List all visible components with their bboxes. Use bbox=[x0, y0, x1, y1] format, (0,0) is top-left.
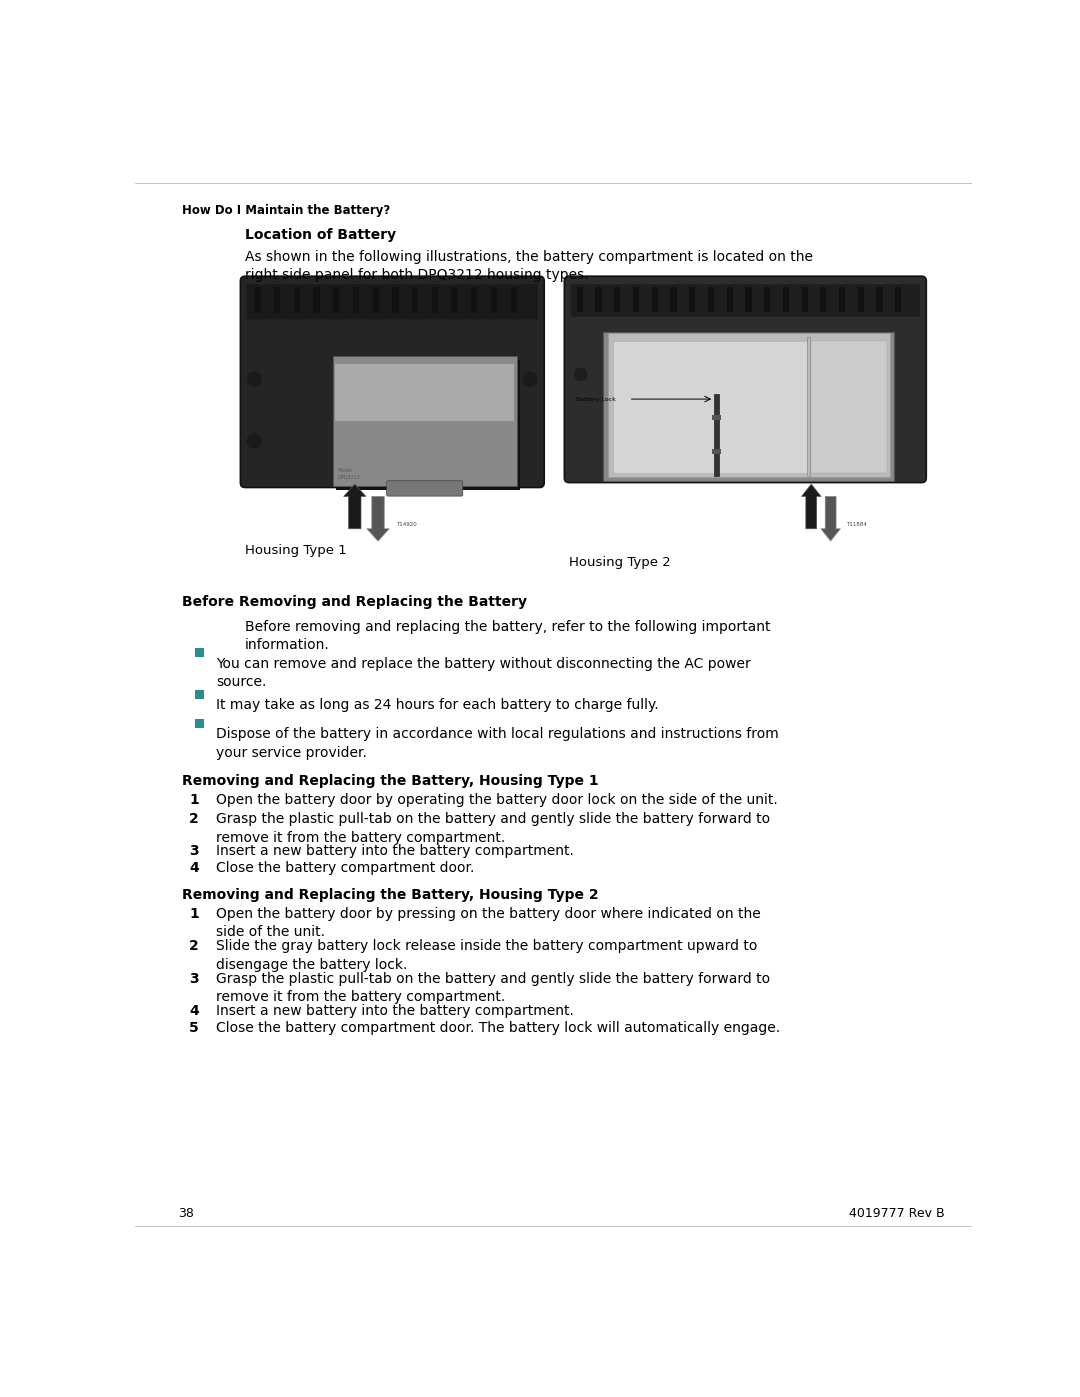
Bar bbox=[745, 286, 752, 312]
Bar bbox=[274, 286, 280, 313]
Text: Grasp the plastic pull-tab on the battery and gently slide the battery forward t: Grasp the plastic pull-tab on the batter… bbox=[216, 971, 770, 1004]
Bar bbox=[432, 286, 437, 313]
FancyBboxPatch shape bbox=[246, 284, 538, 320]
Bar bbox=[707, 286, 714, 312]
Text: 4: 4 bbox=[189, 862, 199, 876]
Text: 1: 1 bbox=[189, 907, 199, 921]
Text: Slide the gray battery lock release inside the battery compartment upward to
dis: Slide the gray battery lock release insi… bbox=[216, 939, 758, 971]
Text: It may take as long as 24 hours for each battery to charge fully.: It may take as long as 24 hours for each… bbox=[216, 698, 659, 712]
Bar bbox=[411, 286, 418, 313]
FancyArrow shape bbox=[343, 485, 366, 529]
Text: Housing Type 2: Housing Type 2 bbox=[569, 556, 671, 570]
Text: Insert a new battery into the battery compartment.: Insert a new battery into the battery co… bbox=[216, 1004, 575, 1018]
Bar bbox=[333, 286, 339, 313]
FancyBboxPatch shape bbox=[604, 332, 894, 481]
Bar bbox=[195, 648, 204, 657]
Text: Close the battery compartment door.: Close the battery compartment door. bbox=[216, 862, 475, 876]
FancyBboxPatch shape bbox=[565, 277, 927, 482]
Text: Removing and Replacing the Battery, Housing Type 2: Removing and Replacing the Battery, Hous… bbox=[181, 887, 598, 901]
Text: Location of Battery: Location of Battery bbox=[245, 229, 396, 243]
Bar bbox=[490, 286, 497, 313]
Bar bbox=[727, 286, 733, 312]
Circle shape bbox=[247, 373, 261, 387]
Bar bbox=[451, 286, 458, 313]
Text: How Do I Maintain the Battery?: How Do I Maintain the Battery? bbox=[181, 204, 390, 217]
Circle shape bbox=[524, 373, 537, 387]
Bar bbox=[839, 286, 846, 312]
FancyArrow shape bbox=[821, 496, 840, 541]
Circle shape bbox=[247, 434, 261, 448]
Bar bbox=[807, 337, 810, 476]
Bar bbox=[689, 286, 696, 312]
Bar bbox=[294, 286, 300, 313]
Text: 38: 38 bbox=[177, 1207, 193, 1220]
Text: Dispose of the battery in accordance with local regulations and instructions fro: Dispose of the battery in accordance wit… bbox=[216, 728, 779, 760]
FancyArrow shape bbox=[801, 485, 821, 529]
Bar bbox=[764, 286, 770, 312]
Bar bbox=[255, 286, 260, 313]
Text: T11884: T11884 bbox=[846, 522, 867, 528]
Bar bbox=[783, 286, 789, 312]
Text: 2: 2 bbox=[189, 812, 199, 826]
Bar bbox=[373, 286, 379, 313]
Text: Open the battery door by pressing on the battery door where indicated on the
sid: Open the battery door by pressing on the… bbox=[216, 907, 761, 939]
FancyBboxPatch shape bbox=[811, 341, 888, 474]
Text: 3: 3 bbox=[189, 971, 199, 985]
Bar bbox=[712, 448, 721, 454]
Bar bbox=[615, 286, 620, 312]
Text: Open the battery door by operating the battery door lock on the side of the unit: Open the battery door by operating the b… bbox=[216, 793, 778, 807]
FancyBboxPatch shape bbox=[570, 284, 920, 317]
Text: As shown in the following illustrations, the battery compartment is located on t: As shown in the following illustrations,… bbox=[245, 250, 813, 282]
Circle shape bbox=[575, 369, 586, 380]
Bar bbox=[671, 286, 676, 312]
Text: Model
DPQ3212: Model DPQ3212 bbox=[337, 468, 360, 479]
Text: Before removing and replacing the battery, refer to the following important
info: Before removing and replacing the batter… bbox=[245, 620, 770, 652]
Bar bbox=[820, 286, 826, 312]
FancyBboxPatch shape bbox=[241, 277, 544, 488]
Text: Removing and Replacing the Battery, Housing Type 1: Removing and Replacing the Battery, Hous… bbox=[181, 774, 598, 788]
FancyBboxPatch shape bbox=[612, 341, 885, 474]
Text: 3: 3 bbox=[189, 844, 199, 859]
Text: 5: 5 bbox=[189, 1021, 199, 1035]
FancyBboxPatch shape bbox=[335, 363, 514, 422]
Text: Grasp the plastic pull-tab on the battery and gently slide the battery forward t: Grasp the plastic pull-tab on the batter… bbox=[216, 812, 770, 845]
Text: 4: 4 bbox=[189, 1004, 199, 1018]
Bar bbox=[858, 286, 864, 312]
FancyArrow shape bbox=[367, 496, 389, 541]
FancyBboxPatch shape bbox=[608, 334, 890, 476]
Text: Before Removing and Replacing the Battery: Before Removing and Replacing the Batter… bbox=[181, 595, 527, 609]
Bar bbox=[195, 719, 204, 728]
Bar bbox=[595, 286, 602, 312]
Bar bbox=[714, 394, 719, 476]
Bar bbox=[471, 286, 477, 313]
Bar bbox=[353, 286, 359, 313]
Text: Battery Lock: Battery Lock bbox=[576, 397, 616, 401]
Text: 2: 2 bbox=[189, 939, 199, 953]
Bar bbox=[895, 286, 902, 312]
Text: You can remove and replace the battery without disconnecting the AC power
source: You can remove and replace the battery w… bbox=[216, 657, 751, 689]
Bar bbox=[511, 286, 516, 313]
Bar bbox=[577, 286, 583, 312]
Bar bbox=[651, 286, 658, 312]
Bar bbox=[392, 286, 399, 313]
Bar bbox=[801, 286, 808, 312]
Bar bbox=[633, 286, 639, 312]
Text: Close the battery compartment door. The battery lock will automatically engage.: Close the battery compartment door. The … bbox=[216, 1021, 781, 1035]
FancyBboxPatch shape bbox=[333, 356, 516, 486]
Text: Housing Type 1: Housing Type 1 bbox=[245, 545, 347, 557]
Text: Insert a new battery into the battery compartment.: Insert a new battery into the battery co… bbox=[216, 844, 575, 859]
Text: 4019777 Rev B: 4019777 Rev B bbox=[849, 1207, 945, 1220]
FancyBboxPatch shape bbox=[387, 481, 462, 496]
Bar bbox=[876, 286, 882, 312]
Text: T14920: T14920 bbox=[396, 522, 417, 528]
Bar bbox=[195, 690, 204, 698]
Text: 1: 1 bbox=[189, 793, 199, 807]
Bar bbox=[313, 286, 320, 313]
Bar bbox=[712, 415, 721, 419]
FancyBboxPatch shape bbox=[336, 360, 519, 490]
